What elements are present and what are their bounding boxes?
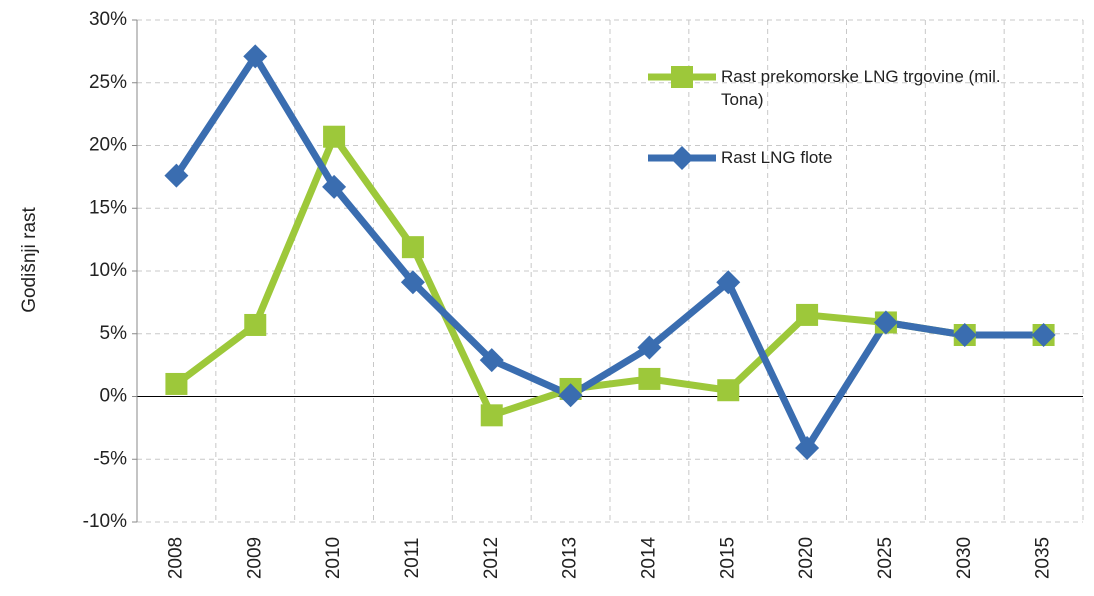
y-tick-label: 20%	[89, 135, 127, 156]
point	[479, 348, 504, 373]
point	[165, 372, 188, 395]
point	[243, 44, 268, 69]
point	[638, 367, 661, 390]
point	[164, 163, 189, 188]
legend-label: Rast LNG flote	[721, 148, 833, 167]
point	[795, 435, 820, 460]
point	[323, 125, 346, 148]
legend-label: Rast prekomorske LNG trgovine (mil. Tona…	[721, 67, 1001, 109]
x-tick-label: 2020	[796, 537, 817, 579]
point	[717, 379, 740, 402]
x-tick-label: 2035	[1033, 537, 1054, 579]
x-tick-label: 2012	[481, 537, 502, 579]
y-tick-label: 0%	[100, 386, 128, 407]
series-line	[173, 52, 1044, 452]
point	[401, 236, 424, 259]
point	[244, 313, 267, 336]
y-tick-label: 25%	[89, 72, 127, 93]
marker	[670, 146, 694, 170]
y-tick-label: 10%	[89, 260, 127, 281]
point	[716, 270, 741, 295]
point	[322, 174, 347, 199]
point	[1031, 323, 1056, 348]
point	[796, 303, 819, 326]
x-tick-label: 2009	[244, 537, 265, 579]
x-tick-label: 2011	[402, 538, 423, 579]
point	[952, 323, 977, 348]
x-tick-label: 2008	[165, 537, 186, 579]
point	[873, 310, 898, 335]
y-tick-label: 5%	[100, 323, 128, 344]
y-tick-label: 30%	[89, 9, 127, 30]
point	[400, 270, 425, 295]
point	[637, 335, 662, 360]
y-tick-label: 15%	[89, 197, 127, 218]
y-tick-label: -10%	[83, 511, 127, 532]
x-tick-label: 2013	[560, 537, 581, 579]
x-tick-label: 2015	[717, 537, 738, 579]
x-tick-label: 2010	[323, 537, 344, 579]
point	[480, 404, 503, 427]
x-tick-label: 2025	[875, 537, 896, 579]
x-tick-label: 2014	[638, 536, 659, 579]
y-axis-label: Godišnji rast	[19, 206, 40, 312]
y-tick-label: -5%	[93, 448, 127, 469]
x-tick-label: 2030	[954, 537, 975, 579]
point	[558, 383, 583, 408]
marker	[671, 66, 693, 88]
